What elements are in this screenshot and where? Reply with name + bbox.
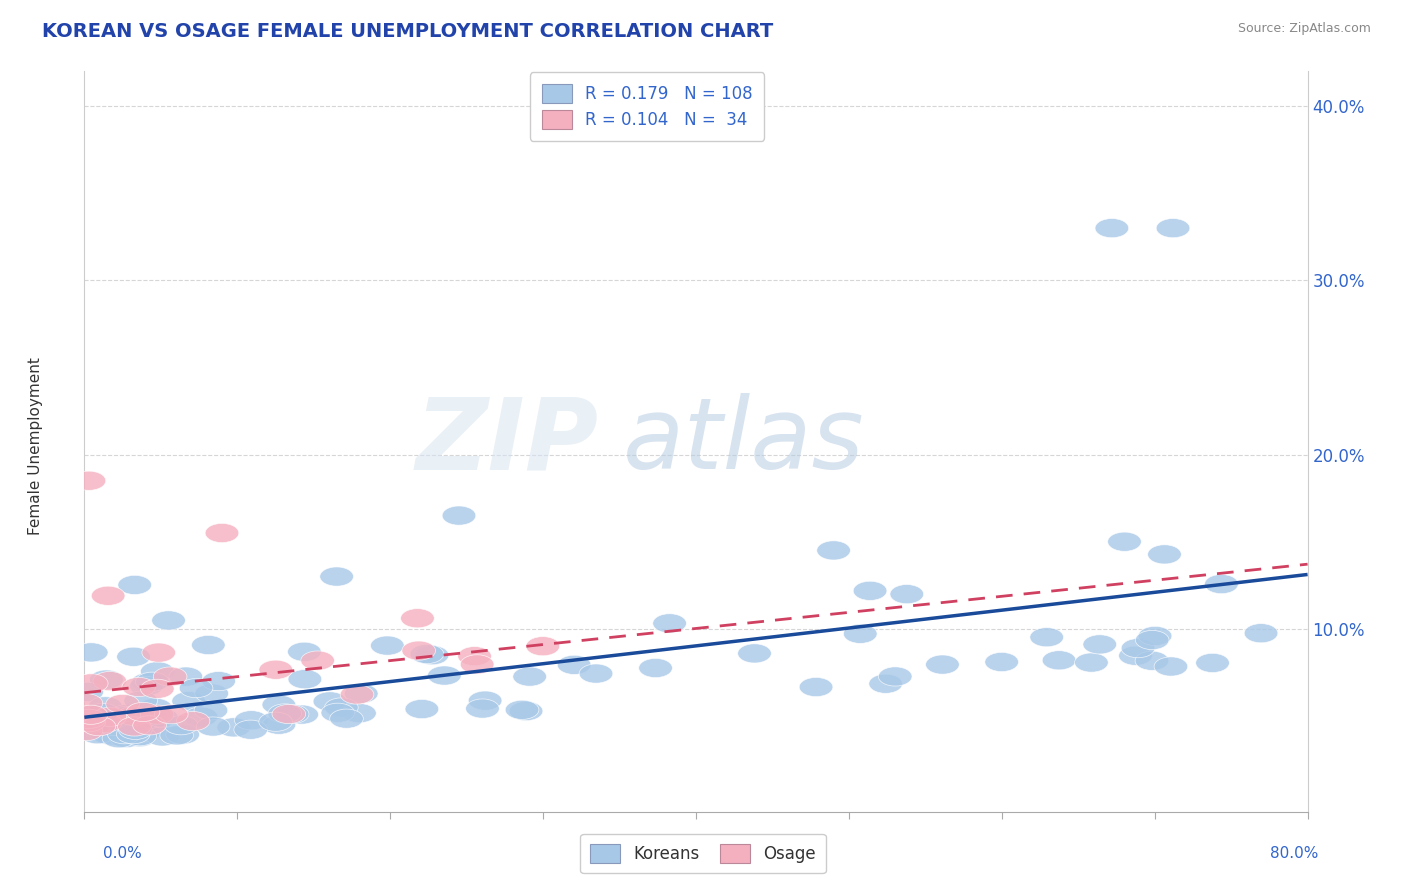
Legend: R = 0.179   N = 108, R = 0.104   N =  34: R = 0.179 N = 108, R = 0.104 N = 34 <box>530 72 765 141</box>
Text: KOREAN VS OSAGE FEMALE UNEMPLOYMENT CORRELATION CHART: KOREAN VS OSAGE FEMALE UNEMPLOYMENT CORR… <box>42 22 773 41</box>
Text: ZIP: ZIP <box>415 393 598 490</box>
Text: Source: ZipAtlas.com: Source: ZipAtlas.com <box>1237 22 1371 36</box>
Text: Female Unemployment: Female Unemployment <box>28 357 42 535</box>
Text: 0.0%: 0.0% <box>103 846 142 861</box>
Legend: Koreans, Osage: Koreans, Osage <box>581 834 825 873</box>
Text: 80.0%: 80.0% <box>1271 846 1319 861</box>
Text: atlas: atlas <box>623 393 865 490</box>
